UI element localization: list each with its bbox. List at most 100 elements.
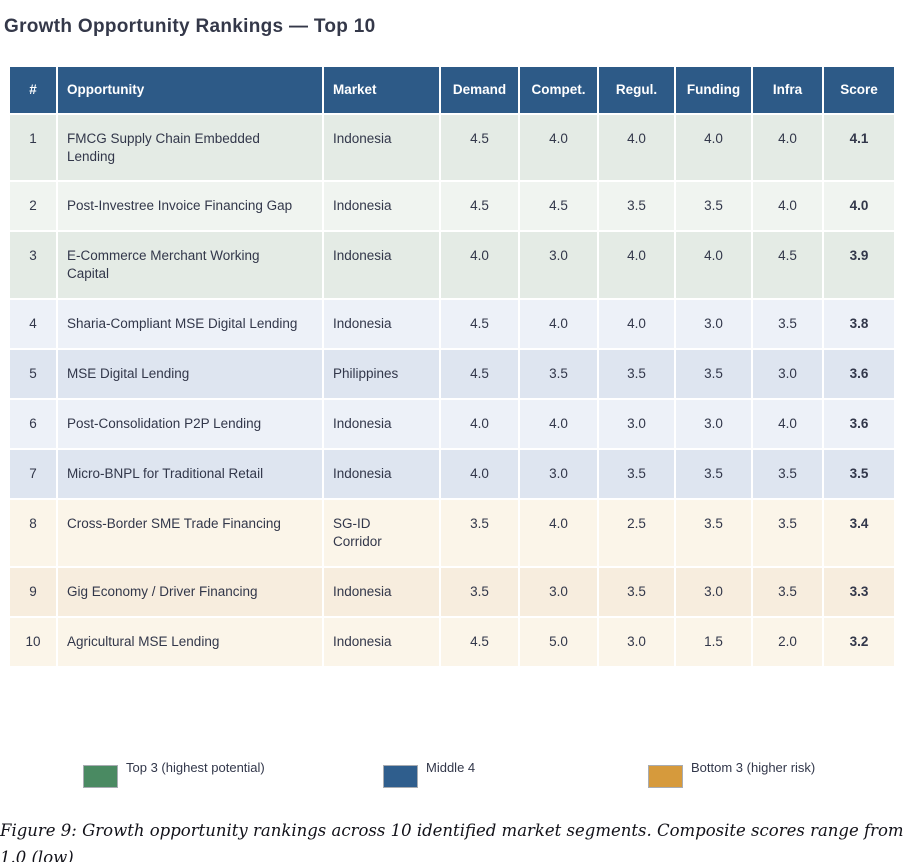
demand-cell: 4.5 — [441, 300, 518, 349]
table-row: 1 FMCG Supply Chain Embedded Lending Ind… — [10, 114, 894, 181]
opportunity-cell: Post-Consolidation P2P Lending — [58, 400, 322, 449]
table-body: 1 FMCG Supply Chain Embedded Lending Ind… — [10, 114, 894, 666]
score-cell: 3.4 — [824, 500, 894, 567]
col-header-regul: Regul. — [599, 67, 674, 113]
compet-cell: 4.0 — [520, 400, 597, 449]
table-row: 7 Micro-BNPL for Traditional Retail Indo… — [10, 450, 894, 499]
infra-cell: 3.5 — [753, 300, 822, 349]
page-title: Growth Opportunity Rankings — Top 10 — [4, 16, 376, 37]
demand-cell: 3.5 — [441, 568, 518, 616]
infra-cell: 3.5 — [753, 500, 822, 567]
funding-cell: 3.5 — [676, 182, 751, 231]
table-row: 6 Post-Consolidation P2P Lending Indones… — [10, 400, 894, 449]
regul-cell: 3.0 — [599, 400, 674, 449]
score-cell: 4.0 — [824, 182, 894, 231]
regul-cell: 3.0 — [599, 617, 674, 666]
col-header-demand: Demand — [441, 67, 518, 113]
infra-cell: 4.0 — [753, 114, 822, 181]
funding-cell: 3.0 — [676, 300, 751, 349]
regul-cell: 3.5 — [599, 182, 674, 231]
table-row: 10 Agricultural MSE Lending Indonesia 4.… — [10, 617, 894, 666]
legend-item-middle4: Middle 4 — [383, 760, 475, 788]
market-cell: SG-ID Corridor — [324, 500, 439, 567]
compet-cell: 3.0 — [520, 568, 597, 616]
score-cell: 3.5 — [824, 450, 894, 499]
demand-cell: 4.5 — [441, 182, 518, 231]
table-row: 9 Gig Economy / Driver Financing Indones… — [10, 568, 894, 616]
opportunity-cell: Sharia-Compliant MSE Digital Lending — [58, 300, 322, 349]
market-cell: Indonesia — [324, 114, 439, 181]
compet-cell: 5.0 — [520, 617, 597, 666]
opportunity-cell: Micro-BNPL for Traditional Retail — [58, 450, 322, 499]
market-cell: Indonesia — [324, 568, 439, 616]
table-row: 4 Sharia-Compliant MSE Digital Lending I… — [10, 300, 894, 349]
score-cell: 3.3 — [824, 568, 894, 616]
rank-cell: 7 — [10, 450, 56, 499]
table-row: 5 MSE Digital Lending Philippines 4.5 3.… — [10, 350, 894, 399]
infra-cell: 3.5 — [753, 568, 822, 616]
score-cell: 3.9 — [824, 232, 894, 299]
legend-item-top3: Top 3 (highest potential) — [83, 760, 265, 788]
regul-cell: 4.0 — [599, 114, 674, 181]
col-header-market: Market — [324, 67, 439, 113]
infra-cell: 4.5 — [753, 232, 822, 299]
opportunity-cell: FMCG Supply Chain Embedded Lending — [58, 114, 322, 181]
regul-cell: 4.0 — [599, 232, 674, 299]
regul-cell: 4.0 — [599, 300, 674, 349]
compet-cell: 4.0 — [520, 300, 597, 349]
regul-cell: 2.5 — [599, 500, 674, 567]
rank-cell: 2 — [10, 182, 56, 231]
rank-cell: 10 — [10, 617, 56, 666]
infra-cell: 3.0 — [753, 350, 822, 399]
demand-cell: 3.5 — [441, 500, 518, 567]
funding-cell: 4.0 — [676, 114, 751, 181]
market-cell: Indonesia — [324, 450, 439, 499]
legend-swatch-green-icon — [83, 764, 118, 788]
market-cell: Indonesia — [324, 232, 439, 299]
rank-cell: 3 — [10, 232, 56, 299]
opportunity-cell: MSE Digital Lending — [58, 350, 322, 399]
rank-cell: 1 — [10, 114, 56, 181]
infra-cell: 4.0 — [753, 182, 822, 231]
legend-label-top3: Top 3 (highest potential) — [126, 759, 265, 775]
demand-cell: 4.0 — [441, 232, 518, 299]
legend-swatch-blue-icon — [383, 764, 418, 788]
table-row: 2 Post-Investree Invoice Financing Gap I… — [10, 182, 894, 231]
market-cell: Indonesia — [324, 400, 439, 449]
regul-cell: 3.5 — [599, 568, 674, 616]
compet-cell: 4.0 — [520, 114, 597, 181]
opportunity-cell: Agricultural MSE Lending — [58, 617, 322, 666]
demand-cell: 4.5 — [441, 617, 518, 666]
demand-cell: 4.5 — [441, 350, 518, 399]
rankings-table: # Opportunity Market Demand Compet. Regu… — [8, 65, 896, 668]
score-cell: 3.2 — [824, 617, 894, 666]
infra-cell: 3.5 — [753, 450, 822, 499]
compet-cell: 4.0 — [520, 500, 597, 567]
regul-cell: 3.5 — [599, 450, 674, 499]
table-row: 8 Cross-Border SME Trade Financing SG-ID… — [10, 500, 894, 567]
legend: Top 3 (highest potential) Middle 4 Botto… — [0, 760, 906, 796]
figure-page: Growth Opportunity Rankings — Top 10 # O… — [0, 16, 906, 862]
opportunity-cell: E-Commerce Merchant Working Capital — [58, 232, 322, 299]
rank-cell: 8 — [10, 500, 56, 567]
funding-cell: 3.5 — [676, 450, 751, 499]
funding-cell: 1.5 — [676, 617, 751, 666]
opportunity-cell: Gig Economy / Driver Financing — [58, 568, 322, 616]
compet-cell: 4.5 — [520, 182, 597, 231]
opportunity-cell: Post-Investree Invoice Financing Gap — [58, 182, 322, 231]
legend-item-bottom3: Bottom 3 (higher risk) — [648, 760, 815, 788]
market-cell: Philippines — [324, 350, 439, 399]
score-cell: 3.8 — [824, 300, 894, 349]
compet-cell: 3.0 — [520, 232, 597, 299]
funding-cell: 3.5 — [676, 500, 751, 567]
figure-caption: Figure 9: Growth opportunity rankings ac… — [0, 820, 904, 862]
infra-cell: 2.0 — [753, 617, 822, 666]
demand-cell: 4.0 — [441, 400, 518, 449]
col-header-compet: Compet. — [520, 67, 597, 113]
score-cell: 3.6 — [824, 350, 894, 399]
score-cell: 3.6 — [824, 400, 894, 449]
header-row: # Opportunity Market Demand Compet. Regu… — [10, 67, 894, 113]
market-cell: Indonesia — [324, 300, 439, 349]
col-header-infra: Infra — [753, 67, 822, 113]
funding-cell: 3.0 — [676, 400, 751, 449]
